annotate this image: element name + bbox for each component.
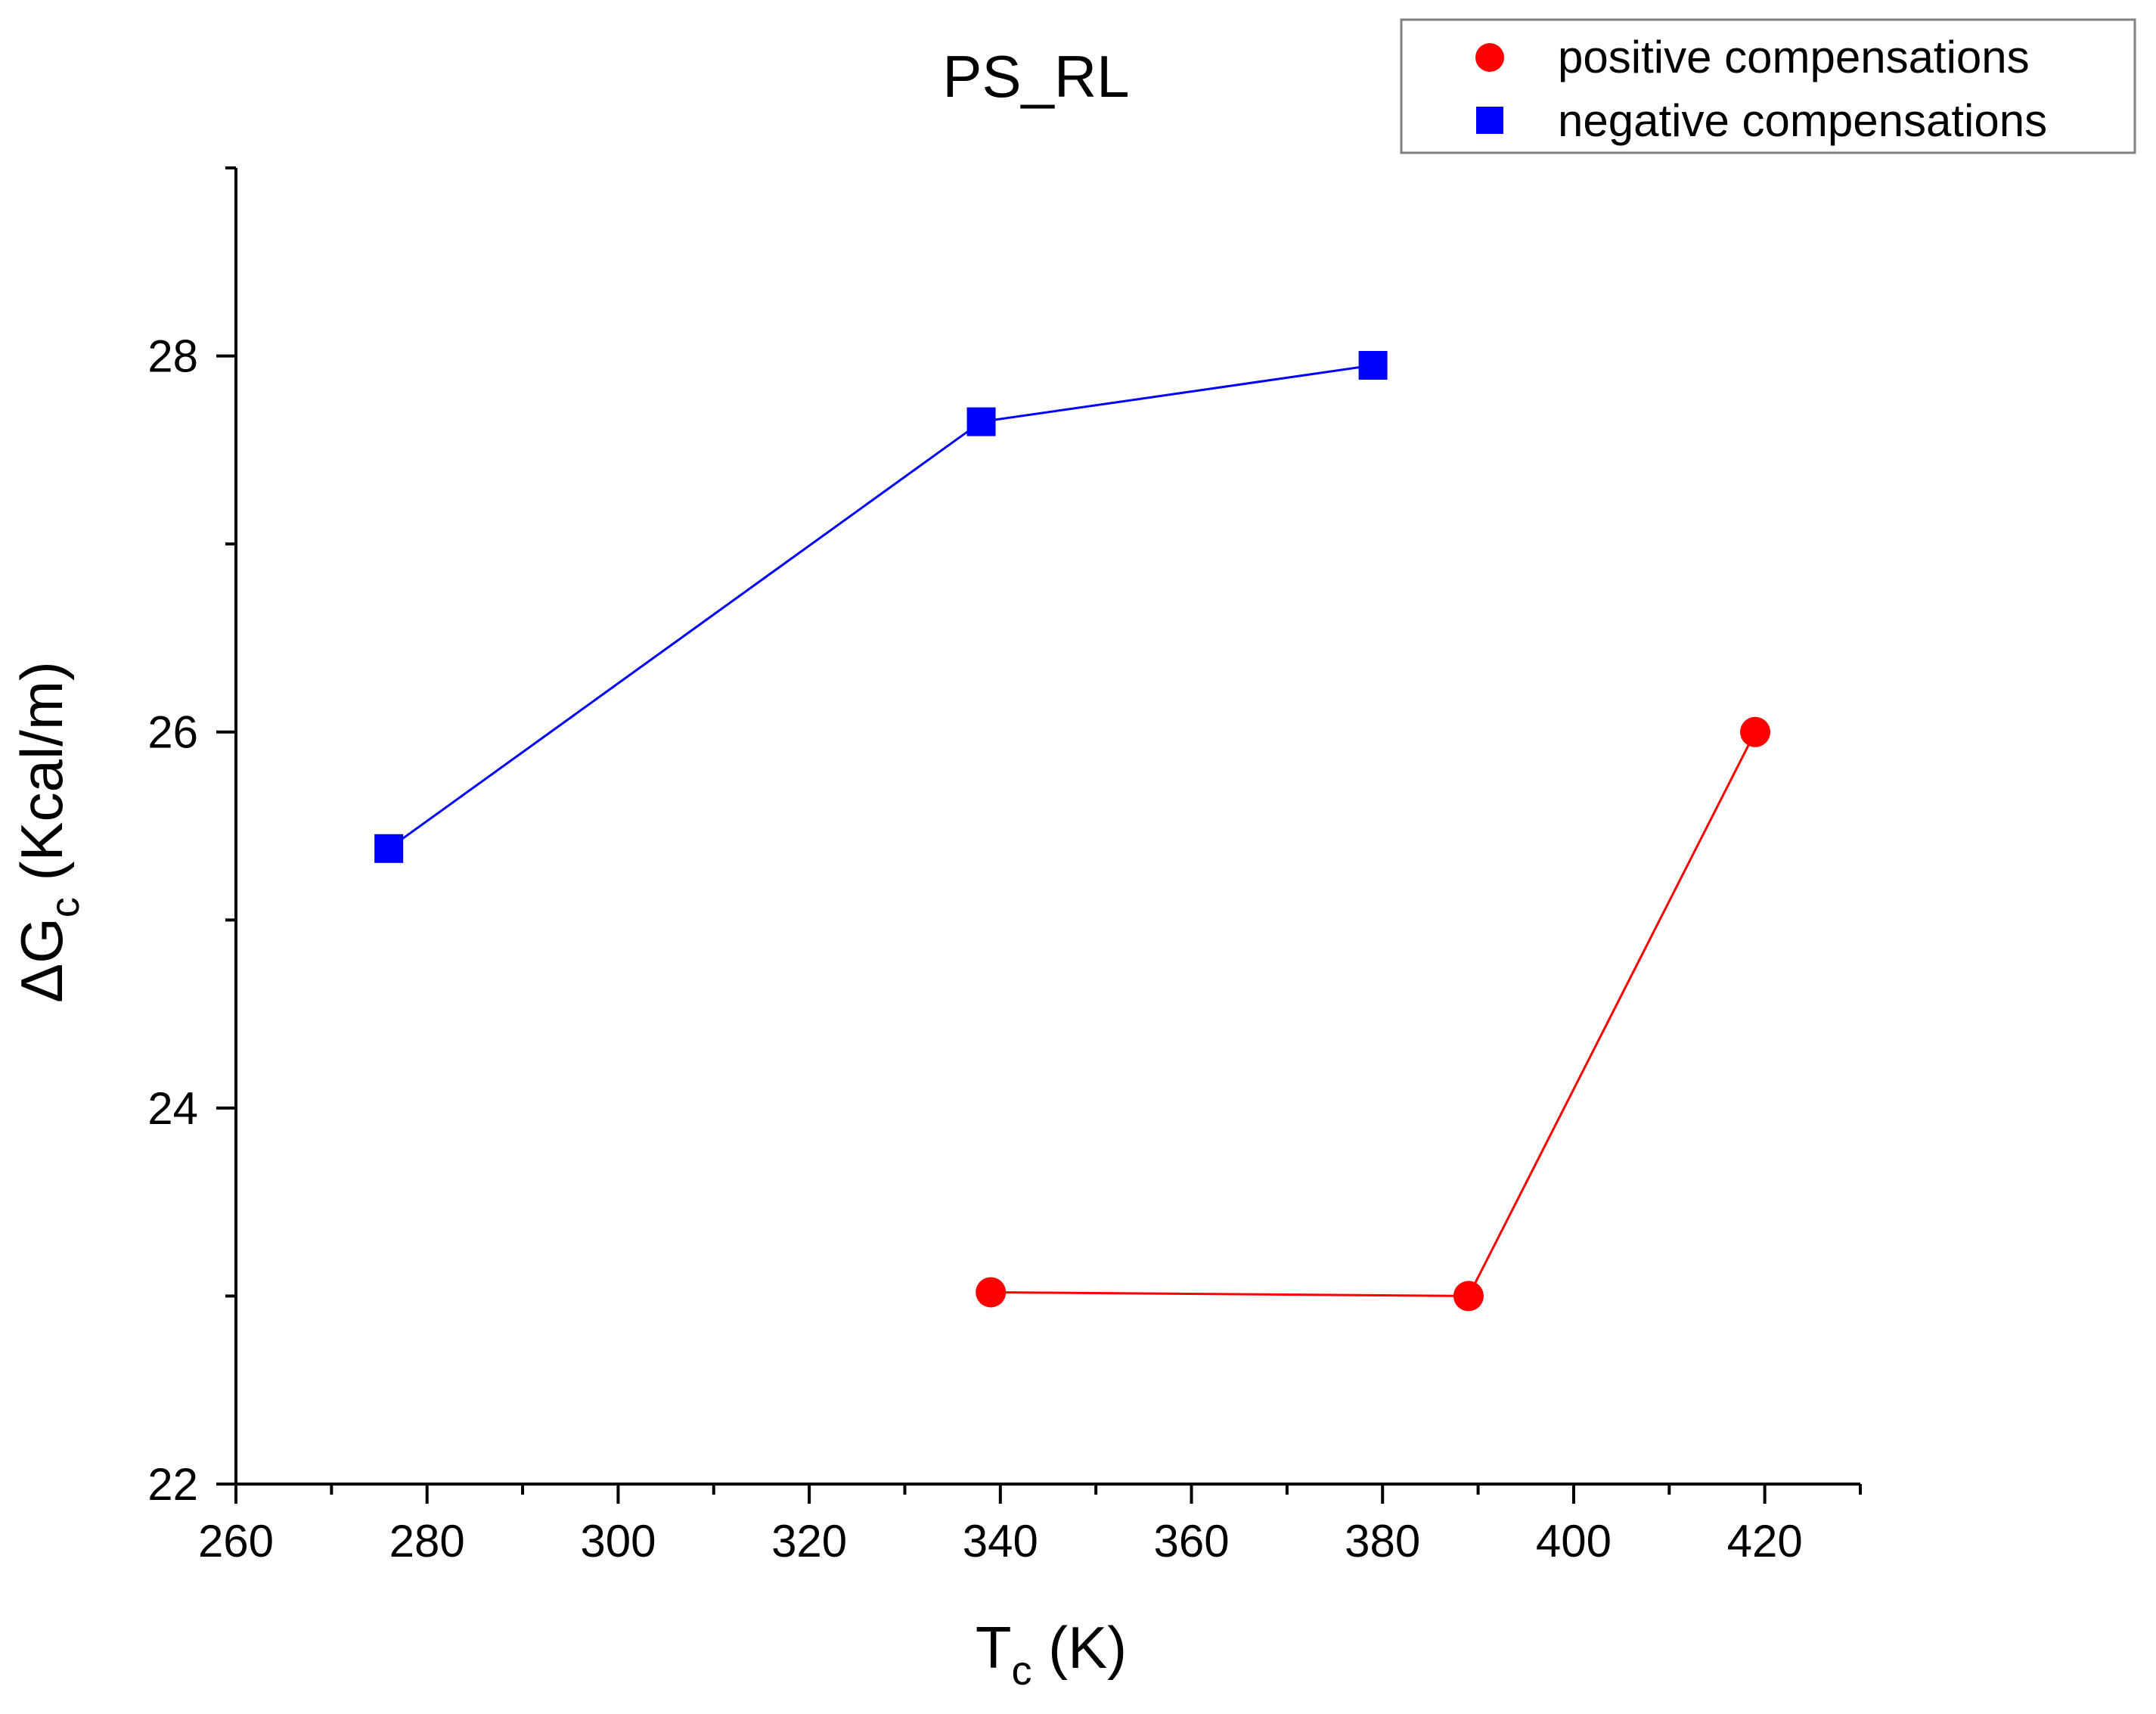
legend: positive compensations negative compensa… bbox=[1400, 18, 2136, 154]
data-point-positive bbox=[976, 1277, 1007, 1308]
y-tick-label: 24 bbox=[147, 1083, 198, 1134]
x-tick-label: 360 bbox=[1153, 1516, 1229, 1567]
x-tick-label: 320 bbox=[771, 1516, 847, 1567]
legend-marker-positive bbox=[1475, 43, 1504, 72]
y-axis-label-main: ΔG bbox=[8, 918, 75, 1003]
series-line-positive bbox=[991, 731, 1757, 1297]
legend-marker-negative bbox=[1476, 107, 1503, 134]
x-axis-label-rest: (K) bbox=[1032, 1614, 1128, 1681]
y-axis-label-sub: c bbox=[42, 897, 88, 918]
series-line-negative bbox=[388, 364, 1373, 850]
y-axis-label: ΔGc (Kcal/m) bbox=[8, 661, 88, 1003]
svg-text:Tc (K): Tc (K) bbox=[976, 1614, 1127, 1694]
x-axis-label-sub: c bbox=[1012, 1648, 1032, 1694]
svg-text:ΔGc (Kcal/m): ΔGc (Kcal/m) bbox=[8, 661, 88, 1003]
data-point-negative bbox=[374, 834, 404, 863]
x-tick-label: 300 bbox=[580, 1516, 656, 1567]
y-axis-label-rest: (Kcal/m) bbox=[8, 661, 75, 897]
plot-area: 260 280 300 320 340 360 380 400 420 22 24 26 28 bbox=[147, 166, 1862, 1567]
legend-label-negative: negative compensations bbox=[1558, 95, 2047, 146]
x-tick-label: 400 bbox=[1536, 1516, 1612, 1567]
x-tick-label: 260 bbox=[198, 1516, 274, 1567]
y-tick-label: 28 bbox=[147, 331, 198, 382]
x-tick-label: 280 bbox=[389, 1516, 465, 1567]
x-tick-label: 420 bbox=[1727, 1516, 1803, 1567]
data-point-negative bbox=[1358, 351, 1388, 380]
x-tick-label: 380 bbox=[1345, 1516, 1420, 1567]
legend-label-positive: positive compensations bbox=[1558, 32, 2030, 82]
x-axis-label-main: T bbox=[976, 1614, 1012, 1681]
y-tick-label: 26 bbox=[147, 707, 198, 758]
y-tick-label: 22 bbox=[147, 1459, 198, 1510]
data-point-positive bbox=[1453, 1281, 1484, 1312]
x-tick-label: 340 bbox=[963, 1516, 1038, 1567]
x-axis-label: Tc (K) bbox=[976, 1614, 1127, 1694]
data-point-negative bbox=[966, 407, 996, 436]
legend-box bbox=[1400, 18, 2136, 154]
data-point-positive bbox=[1740, 716, 1771, 747]
chart-title: PS_RL bbox=[942, 43, 1129, 110]
